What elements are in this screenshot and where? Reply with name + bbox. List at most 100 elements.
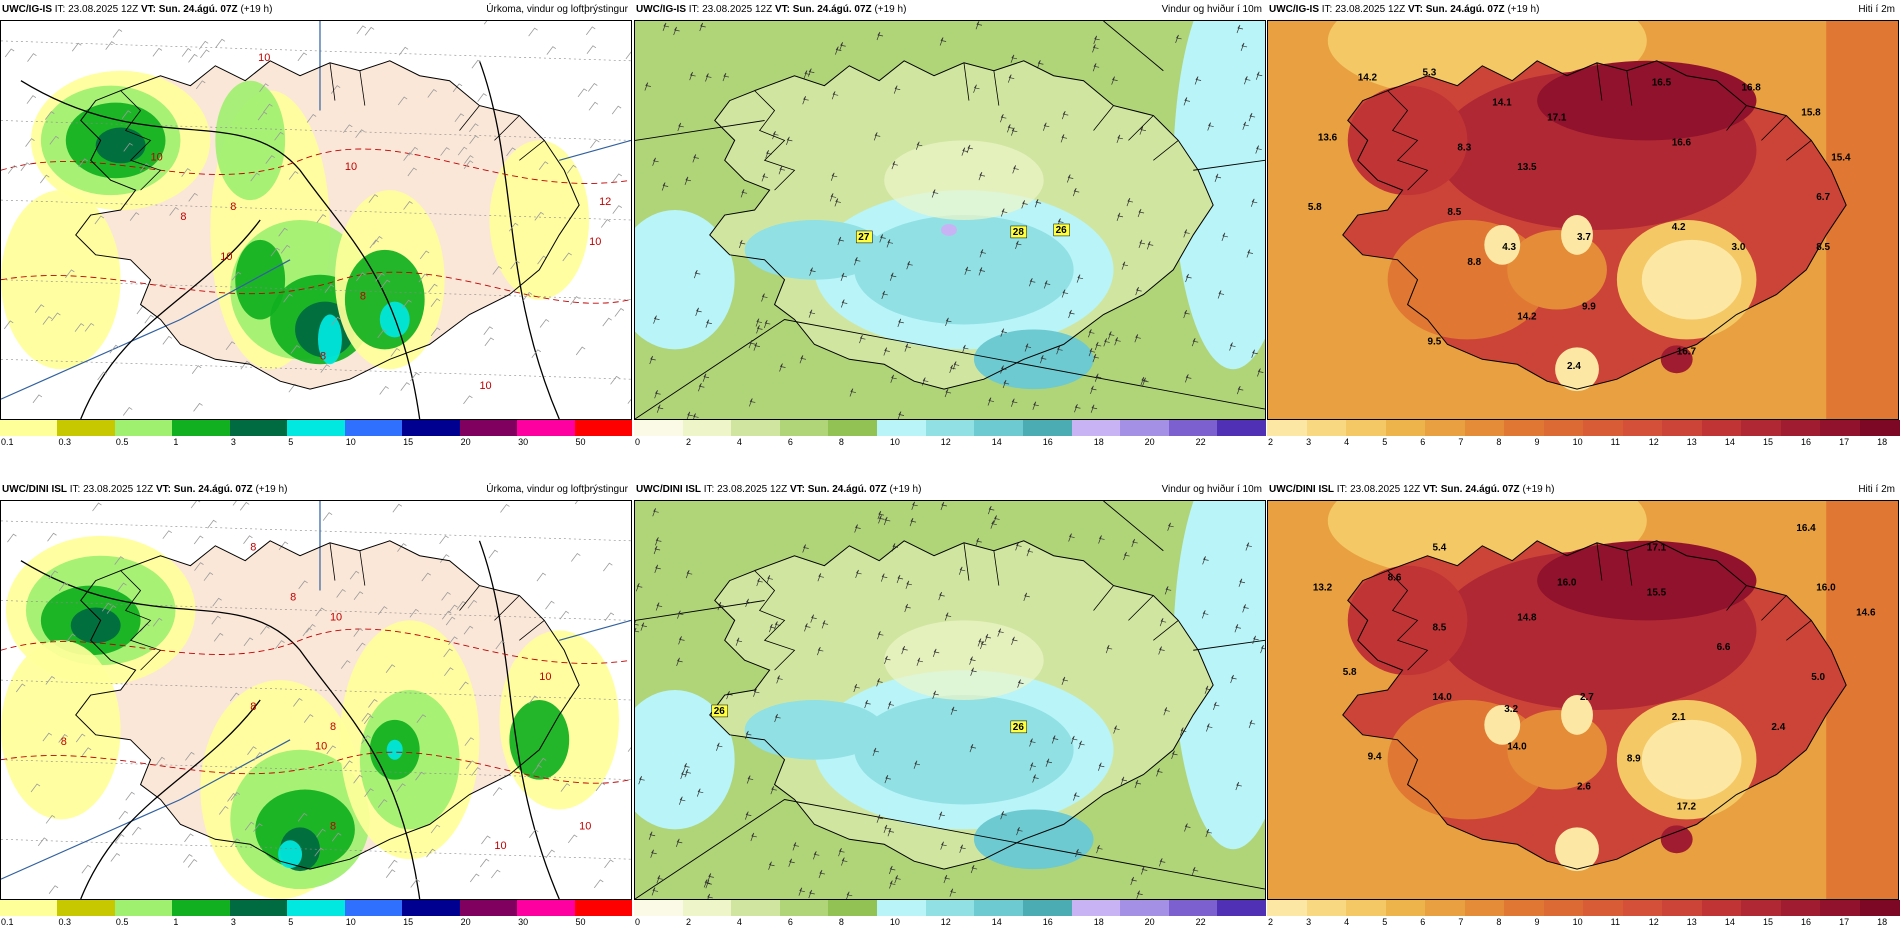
legend-tick-label: 7: [1458, 437, 1464, 447]
forecast-panel-p2: UWC/IG-IS IT: 23.08.2025 12Z VT: Sun. 24…: [634, 0, 1267, 466]
legend-swatch: [459, 420, 518, 436]
legend-tick-label: 6: [787, 437, 793, 447]
legend-swatch: [1306, 420, 1347, 436]
color-legend: 0.1 0.3 0.5 1 3 5 10 15 20 30 50: [0, 420, 633, 450]
legend-swatch: [459, 900, 518, 916]
legend-tick-label: 18: [1093, 917, 1104, 927]
legend-tick-label: 0.3: [58, 437, 71, 447]
init-time-label: IT:: [703, 484, 715, 495]
forecast-panel-p1: UWC/IG-IS IT: 23.08.2025 12Z VT: Sun. 24…: [0, 0, 633, 466]
temperature-value-label: 4.2: [1672, 222, 1686, 233]
temperature-value-label: 8.5: [1447, 207, 1461, 218]
legend-swatch: [1306, 900, 1347, 916]
temperature-value-label: 16.5: [1652, 78, 1672, 89]
run-info: UWC/IG-IS IT: 23.08.2025 12Z VT: Sun. 24…: [1269, 4, 1539, 15]
legend-swatch: [1217, 420, 1267, 436]
temperature-value-label: 8.9: [1627, 754, 1641, 765]
panel-header: UWC/IG-IS IT: 23.08.2025 12Z VT: Sun. 24…: [0, 0, 632, 20]
color-legend: 2 3 4 5 6 7 8 9 10 11 12 13 14 15 16 17 18: [1267, 420, 1900, 450]
lead-time: (+19 h): [1522, 484, 1555, 495]
temperature-value-label: 2.1: [1672, 712, 1686, 723]
legend-tick-label: 0.1: [1, 917, 14, 927]
legend-tick-label: 1: [173, 437, 179, 447]
legend-tick-label: 22: [1195, 917, 1206, 927]
color-legend: 0 2 4 6 8 10 12 14 16 18 20 22: [634, 900, 1267, 930]
map-labels: 16.4 5.4 17.1 13.2 8.6 16.0 15.5 16.0 14.8 14.6 8.…: [1313, 523, 1876, 813]
legend-tick-label: 14: [991, 917, 1002, 927]
forecast-map[interactable]: 16.4 5.4 17.1 13.2 8.6 16.0 15.5 16.0 14.8 14.6 8.…: [1267, 500, 1899, 900]
map-field: [1268, 501, 1898, 899]
legend-tick-label: 5: [288, 917, 294, 927]
temperature-value-label: 9.9: [1582, 302, 1596, 313]
legend-swatch: [0, 420, 58, 436]
panel-title: Vindur og hviður í 10m: [1161, 484, 1262, 495]
isotherm-label: 10: [330, 611, 342, 623]
legend-tick-label: 10: [345, 437, 356, 447]
legend-tick-label: 7: [1458, 917, 1464, 927]
legend-swatch: [1071, 900, 1121, 916]
init-time-label: IT:: [1321, 4, 1333, 15]
temperature-value-label: 14.6: [1856, 607, 1876, 618]
legend-swatch: [287, 900, 346, 916]
legend-tick-label: 0.3: [58, 917, 71, 927]
color-legend: 0 2 4 6 8 10 12 14 16 18 20 22: [634, 420, 1267, 450]
legend-swatch: [517, 420, 576, 436]
isotherm-label: 8: [320, 350, 326, 362]
forecast-map[interactable]: 14.2 5.3 14.1 16.5 16.8 15.8 13.6 8.3 17.1 16.6 15…: [1267, 20, 1899, 420]
temperature-value-label: 16.8: [1741, 83, 1761, 94]
legend-swatch: [779, 900, 829, 916]
isotherm-label: 8: [360, 291, 366, 303]
legend-tick-label: 10: [889, 437, 900, 447]
legend-swatch: [1741, 420, 1781, 436]
panel-header: UWC/DINI ISL IT: 23.08.2025 12Z VT: Sun.…: [1267, 480, 1899, 500]
temperature-value-label: 15.8: [1801, 108, 1821, 119]
temperature-value-label: 14.1: [1492, 98, 1512, 109]
model-name: UWC/IG-IS: [2, 4, 52, 15]
legend-tick-label: 17: [1839, 917, 1850, 927]
legend-swatch: [172, 900, 231, 916]
legend-tick-label: 16: [1042, 917, 1053, 927]
temperature-value-label: 17.1: [1547, 113, 1567, 124]
legend-tick-label: 6: [1420, 917, 1426, 927]
temperature-value-label: 2.4: [1567, 361, 1581, 372]
legend-tick-label: 0.5: [115, 917, 129, 927]
temperature-value-label: 2.7: [1580, 692, 1594, 703]
legend-tick-label: 15: [403, 437, 414, 447]
forecast-map[interactable]: 10 10 10 8 8 12 10 8 10 8 10: [0, 20, 632, 420]
legend-tick-label: 0: [635, 917, 641, 927]
temperature-value-label: 9.4: [1368, 752, 1382, 763]
legend-tick-label: 3: [230, 917, 236, 927]
run-info: UWC/DINI ISL IT: 23.08.2025 12Z VT: Sun.…: [1269, 484, 1554, 495]
legend-tick-label: 8: [1496, 917, 1502, 927]
legend-tick-label: 10: [345, 917, 356, 927]
run-info: UWC/DINI ISL IT: 23.08.2025 12Z VT: Sun.…: [636, 484, 921, 495]
legend-swatch: [1583, 420, 1623, 436]
panel-header: UWC/DINI ISL IT: 23.08.2025 12Z VT: Sun.…: [0, 480, 632, 500]
legend-swatch: [1168, 420, 1218, 436]
legend-tick-label: 12: [940, 437, 951, 447]
legend-tick-label: 4: [736, 917, 742, 927]
valid-time: Sun. 24.ágú. 07Z: [1425, 4, 1505, 15]
legend-tick-label: 2: [685, 917, 691, 927]
forecast-map[interactable]: 27 28 26: [634, 20, 1266, 420]
legend-swatch: [1022, 420, 1073, 436]
panel-header: UWC/DINI ISL IT: 23.08.2025 12Z VT: Sun.…: [634, 480, 1266, 500]
legend-tick-label: 50: [575, 437, 586, 447]
forecast-map[interactable]: 26 26: [634, 500, 1266, 900]
temperature-value-label: 15.4: [1831, 152, 1851, 163]
temperature-value-label: 9.5: [1427, 336, 1441, 347]
isotherm-label: 10: [315, 741, 327, 753]
forecast-map[interactable]: 8 8 8 10 8 10 8 10 8 10 10: [0, 500, 632, 900]
legend-tick-label: 22: [1195, 437, 1206, 447]
legend-tick-label: 16: [1042, 437, 1053, 447]
legend-swatch: [229, 900, 288, 916]
legend-swatch: [1346, 420, 1386, 436]
panel-header: UWC/IG-IS IT: 23.08.2025 12Z VT: Sun. 24…: [1267, 0, 1899, 20]
legend-tick-label: 14: [1724, 437, 1735, 447]
isotherm-label: 8: [290, 592, 296, 604]
legend-swatch: [925, 420, 975, 436]
isotherm-label: 12: [599, 196, 611, 208]
forecast-panel-p5: UWC/DINI ISL IT: 23.08.2025 12Z VT: Sun.…: [634, 480, 1267, 946]
legend-tick-label: 14: [991, 437, 1002, 447]
